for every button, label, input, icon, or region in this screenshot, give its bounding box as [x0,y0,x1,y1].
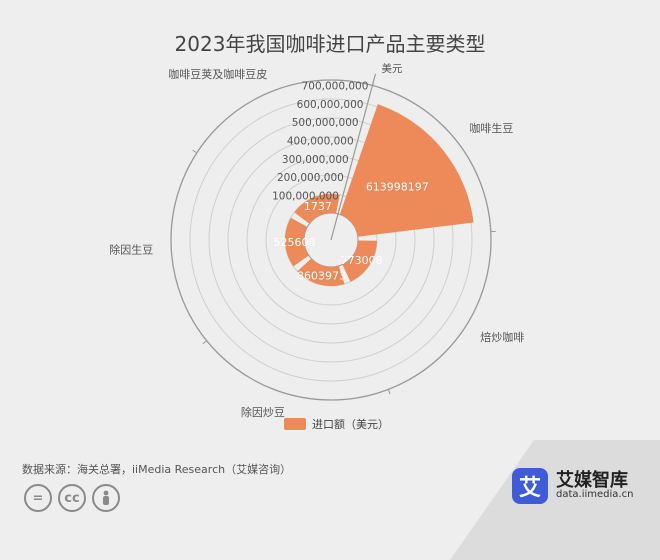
brand-logo: 艾 [512,468,548,504]
radial-unit-label: 美元 [382,62,403,75]
category-label: 除因炒豆 [241,405,285,419]
by-person-icon [92,484,120,512]
angle-tick [203,341,207,344]
bar-data-label: 613998197 [366,180,429,193]
bar-咖啡生豆 [340,104,474,237]
radial-tick-label: 200,000,000 [277,172,344,184]
radial-tick-label: 100,000,000 [272,191,339,203]
cc-icon: cc [58,484,86,512]
category-label: 咖啡豆荚及咖啡豆皮 [168,67,267,81]
source-note: 数据来源：海关总署，iiMedia Research（艾媒咨询） [22,461,291,477]
angle-tick [388,389,390,394]
license-icons: = cc [24,484,120,512]
radial-tick-label: 600,000,000 [297,99,364,111]
legend[interactable]: 进口额（美元） [284,416,389,432]
category-label: 咖啡生豆 [469,121,513,135]
radial-tick-label: 300,000,000 [282,154,349,166]
angle-tick [193,150,197,153]
category-label: 焙炒咖啡 [480,330,524,344]
nd-icon: = [24,484,52,512]
radial-tick-label: 500,000,000 [292,117,359,129]
legend-label: 进口额（美元） [312,416,389,432]
chart-title: 2023年我国咖啡进口产品主要类型 [0,28,660,57]
bar-data-label: 525608 [274,236,316,249]
radial-tick-label: 400,000,000 [287,136,354,148]
legend-swatch [284,418,306,430]
category-label: 除因生豆 [109,242,153,256]
radial-tick-label: 700,000,000 [302,80,369,92]
brand-url[interactable]: data.iimedia.cn [556,489,633,500]
bar-data-label: 8603973 [297,269,346,282]
bar-data-label: 773008 [341,254,383,267]
